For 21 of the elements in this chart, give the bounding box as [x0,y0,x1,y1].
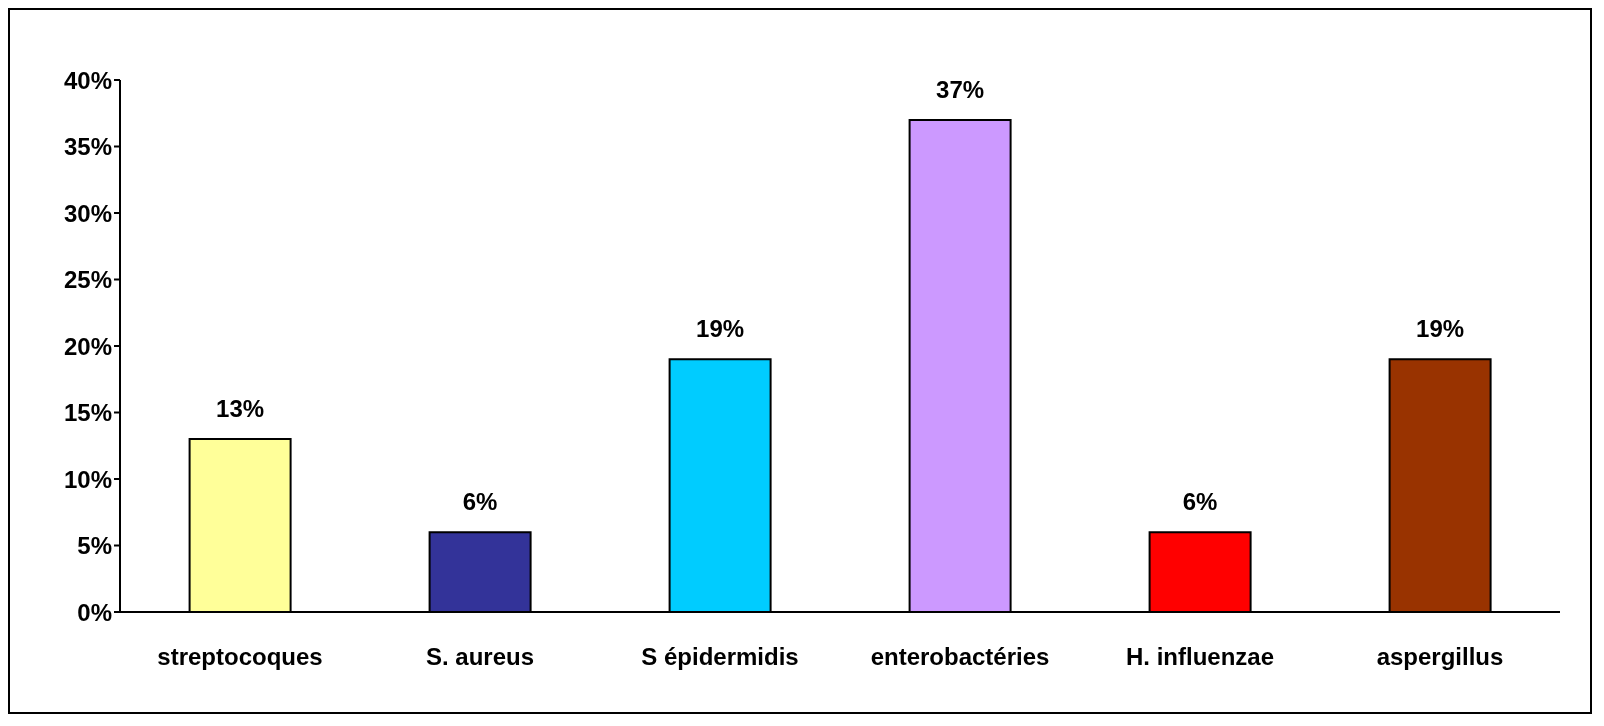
data-label: 19% [696,315,745,343]
x-tick-label: aspergillus [1376,643,1504,671]
x-tick-label: enterobactéries [870,643,1050,671]
data-label: 6% [1182,488,1218,516]
data-label: 6% [462,488,498,516]
y-tick-label: 15% [63,399,112,427]
data-label: 19% [1416,315,1465,343]
x-tick-label: H. influenzae [1125,643,1275,671]
y-tick-label: 0% [77,598,112,626]
data-label: 37% [936,75,985,103]
y-tick-label: 35% [63,133,112,161]
y-tick-label: 40% [63,66,112,94]
y-tick-label: 25% [63,266,112,294]
data-label: 13% [216,395,265,423]
y-tick-label: 30% [63,199,112,227]
x-tick-label: streptocoques [157,643,323,671]
x-tick-label: S. aureus [425,643,535,671]
y-tick-label: 5% [77,532,112,560]
y-tick-label: 10% [63,465,112,493]
y-tick-label: 20% [63,332,112,360]
x-tick-label: S épidermidis [641,643,799,671]
